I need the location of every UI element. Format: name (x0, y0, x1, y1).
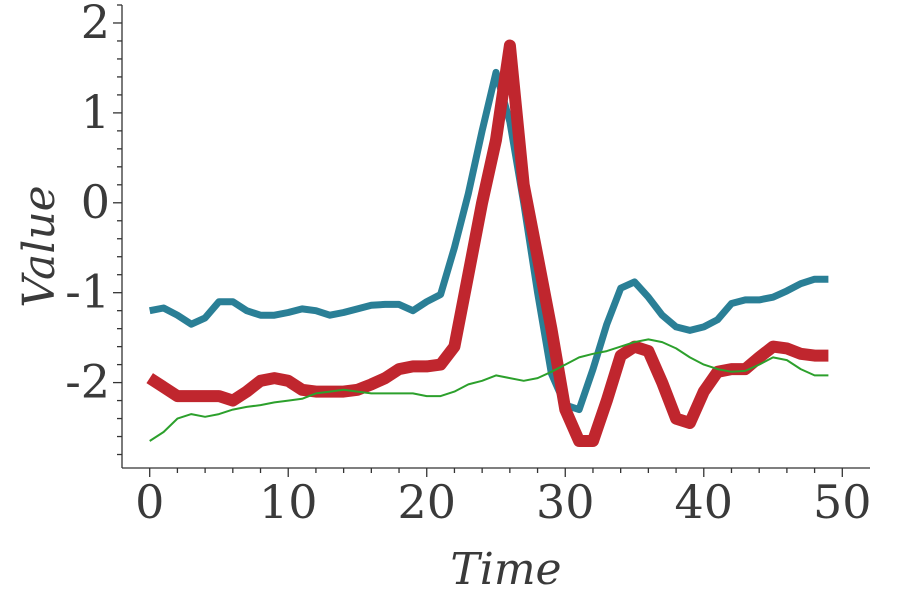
y-tick-label: 1 (81, 85, 110, 139)
series-line-green (149, 338, 829, 442)
y-tick-label: 2 (81, 0, 110, 49)
series-line-red (146, 39, 829, 447)
x-tick-label: 50 (813, 475, 872, 529)
x-tick-label: 40 (675, 475, 734, 529)
y-ticks: 2 1 0 -1 -2 (65, 0, 122, 456)
x-tick-label: 0 (135, 475, 164, 529)
y-tick-label: -2 (65, 355, 110, 409)
x-tick-label: 20 (397, 475, 456, 529)
y-axis-title: Value (14, 185, 65, 307)
y-tick-label: 0 (81, 175, 110, 229)
x-tick-label: 10 (259, 475, 318, 529)
y-tick-label: -1 (65, 265, 110, 319)
series-line-teal (149, 68, 829, 414)
x-tick-label: 30 (536, 475, 595, 529)
x-axis-title: Time (450, 544, 561, 595)
x-ticks: 0 10 20 30 40 50 (135, 468, 872, 529)
series-group (146, 39, 829, 447)
